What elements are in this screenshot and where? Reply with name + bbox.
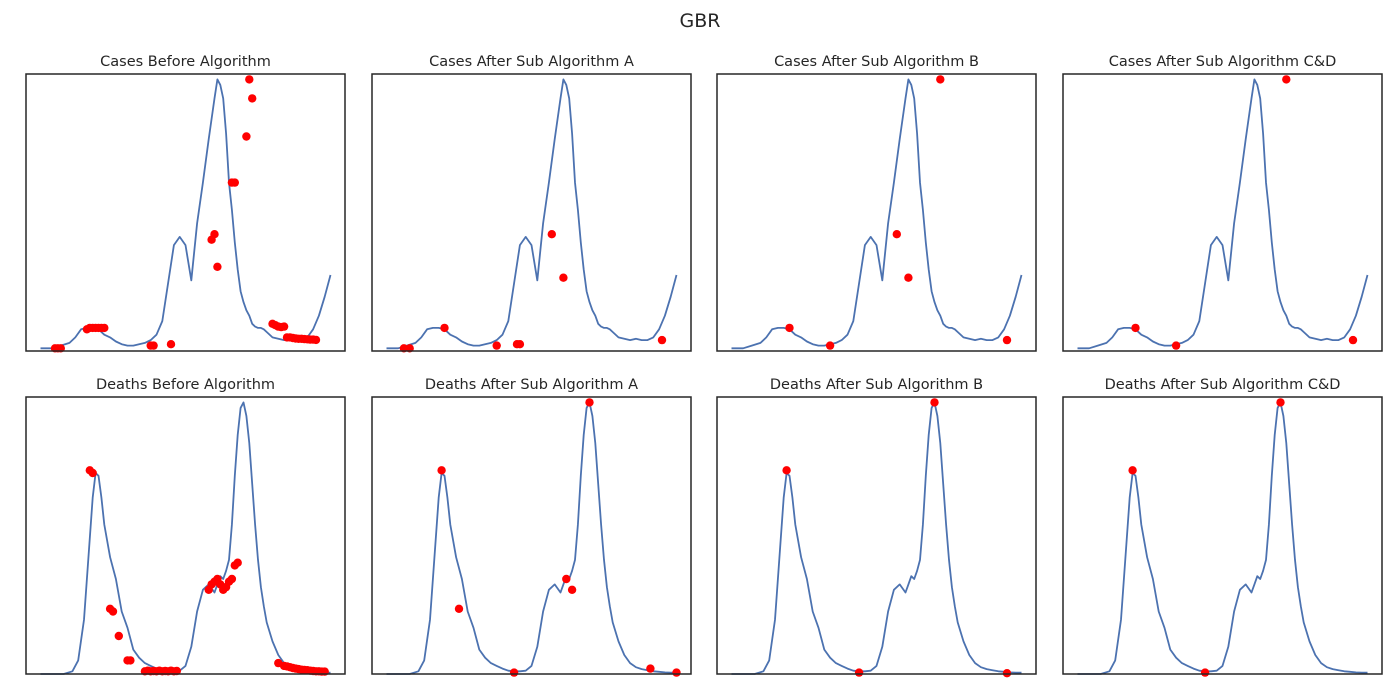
highlight-point xyxy=(672,668,681,677)
highlight-point xyxy=(1200,668,1210,677)
highlight-point xyxy=(108,607,118,616)
highlight-point xyxy=(210,230,219,239)
subplot-title: Deaths After Sub Algorithm B xyxy=(770,377,983,393)
highlight-point xyxy=(440,323,449,333)
subplot-8: Deaths After Sub Algorithm C&D xyxy=(1062,377,1383,677)
highlight-point xyxy=(585,398,594,407)
highlight-point xyxy=(567,585,577,594)
axes-frame xyxy=(371,396,692,675)
subplot-title: Cases After Sub Algorithm A xyxy=(429,54,634,70)
highlight-point xyxy=(248,94,257,103)
highlight-point xyxy=(88,468,97,478)
highlight-point xyxy=(1282,75,1291,84)
series-line xyxy=(731,78,1023,350)
subplot-3: Cases After Sub Algorithm B xyxy=(716,54,1037,352)
series-line xyxy=(386,401,677,675)
highlight-point xyxy=(1348,335,1358,345)
highlight-point xyxy=(1128,466,1137,475)
series-line xyxy=(1077,78,1369,350)
highlight-point xyxy=(311,335,321,345)
subplot-title: Deaths After Sub Algorithm C&D xyxy=(1105,377,1341,393)
highlight-point xyxy=(825,341,835,350)
highlight-point xyxy=(126,656,135,665)
series-line xyxy=(731,401,1022,675)
highlight-point xyxy=(172,666,181,676)
highlight-point xyxy=(936,75,945,84)
axes-frame xyxy=(25,396,346,675)
highlight-point xyxy=(437,466,446,475)
highlight-point xyxy=(149,341,158,350)
highlight-point xyxy=(213,262,222,271)
highlight-point xyxy=(227,574,237,584)
axes-frame xyxy=(716,73,1037,352)
highlight-point xyxy=(1276,398,1285,407)
highlight-point xyxy=(492,341,501,350)
highlight-point xyxy=(657,335,667,345)
highlight-point xyxy=(1002,669,1012,678)
subplot-5: Deaths Before Algorithm xyxy=(25,377,346,676)
highlight-point xyxy=(230,178,239,187)
subplot-title: Cases After Sub Algorithm B xyxy=(774,54,979,70)
highlight-point xyxy=(100,323,109,333)
axes-frame xyxy=(1062,73,1383,352)
axes-frame xyxy=(716,396,1037,675)
highlight-point xyxy=(166,340,176,349)
axes-frame xyxy=(371,73,692,352)
highlight-point xyxy=(782,466,791,475)
subplot-1: Cases Before Algorithm xyxy=(25,54,346,353)
highlight-point xyxy=(854,668,864,677)
highlight-point xyxy=(930,398,939,407)
highlight-point xyxy=(785,323,794,333)
highlight-point xyxy=(562,574,571,584)
highlight-point xyxy=(646,664,655,673)
highlight-point xyxy=(509,668,519,677)
series-line xyxy=(40,78,332,350)
highlight-point xyxy=(279,322,289,331)
series-line xyxy=(1077,401,1368,675)
series-line xyxy=(40,401,331,675)
highlight-point xyxy=(892,230,901,239)
axes-frame xyxy=(1062,396,1383,675)
highlight-point xyxy=(245,75,254,84)
highlight-point xyxy=(114,631,124,641)
highlight-point xyxy=(1002,335,1012,345)
subplot-7: Deaths After Sub Algorithm B xyxy=(716,377,1037,678)
highlight-point xyxy=(515,340,525,349)
subplot-6: Deaths After Sub Algorithm A xyxy=(371,377,692,677)
highlight-point xyxy=(547,230,556,239)
highlight-point xyxy=(1171,341,1181,350)
figure-suptitle: GBR xyxy=(679,10,721,32)
subplot-2: Cases After Sub Algorithm A xyxy=(371,54,692,353)
highlight-point xyxy=(1131,323,1140,333)
subplot-title: Cases Before Algorithm xyxy=(100,54,271,70)
highlight-point xyxy=(242,132,251,141)
subplot-title: Deaths After Sub Algorithm A xyxy=(425,377,638,393)
highlight-point xyxy=(454,604,464,613)
subplot-4: Cases After Sub Algorithm C&D xyxy=(1062,54,1383,352)
subplot-title: Cases After Sub Algorithm C&D xyxy=(1109,54,1337,70)
highlight-point xyxy=(904,273,913,282)
highlight-point xyxy=(559,273,568,282)
axes-frame xyxy=(25,73,346,352)
series-line xyxy=(386,78,678,350)
highlight-point xyxy=(233,558,242,567)
subplot-title: Deaths Before Algorithm xyxy=(96,377,275,393)
